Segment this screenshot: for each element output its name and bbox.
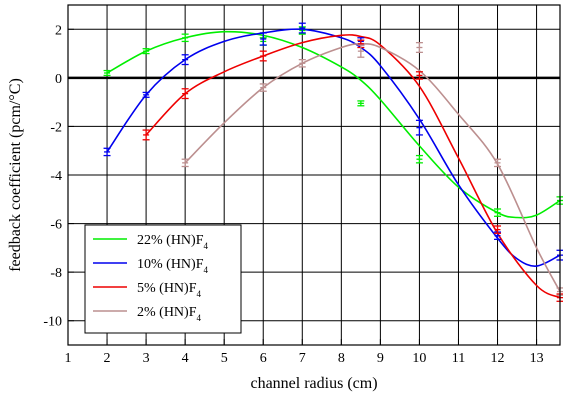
data-point-1 <box>103 147 111 157</box>
data-point-3 <box>357 44 365 58</box>
y-tick-label: -4 <box>50 169 62 184</box>
data-point-2 <box>494 225 502 234</box>
data-point-0 <box>357 100 365 107</box>
y-axis-label: feedback coefficient (pcm/°C) <box>7 78 24 272</box>
legend-label-0: 22% (HN)F4 <box>137 233 209 251</box>
y-tick-label: 0 <box>55 72 62 87</box>
data-point-3 <box>415 41 423 54</box>
series-curve-3 <box>184 43 561 292</box>
x-tick-label: 11 <box>452 351 465 366</box>
data-point-3 <box>259 83 267 92</box>
x-tick-label: 10 <box>412 351 426 366</box>
data-point-0 <box>103 69 111 77</box>
data-point-3 <box>494 158 502 168</box>
data-point-2 <box>415 71 423 80</box>
x-tick-label: 2 <box>104 351 111 366</box>
x-tick-label: 1 <box>65 351 72 366</box>
data-point-2 <box>142 129 150 141</box>
data-point-1 <box>142 91 150 98</box>
axis-ticks: 1 2 3 4 5 6 7 8 9 10 11 12 13-10-8-6-4-202 <box>43 23 543 366</box>
y-tick-label: -6 <box>50 218 62 233</box>
x-tick-label: 7 <box>299 351 306 366</box>
data-point-1 <box>181 54 189 66</box>
x-tick-label: 3 <box>143 351 150 366</box>
x-tick-label: 9 <box>377 351 384 366</box>
data-point-0 <box>494 208 502 217</box>
y-tick-label: -8 <box>50 266 62 281</box>
legend-label-2: 5% (HN)F4 <box>137 281 202 299</box>
data-point-3 <box>181 158 189 168</box>
x-tick-label: 8 <box>338 351 345 366</box>
x-tick-label: 12 <box>491 351 505 366</box>
x-tick-label: 5 <box>221 351 228 366</box>
x-tick-label: 13 <box>530 351 544 366</box>
y-tick-label: -10 <box>43 315 62 330</box>
data-point-2 <box>181 88 189 100</box>
data-point-1 <box>298 22 306 34</box>
data-point-0 <box>415 154 423 164</box>
x-tick-label: 6 <box>260 351 267 366</box>
data-point-1 <box>415 119 423 136</box>
legend-label-3: 2% (HN)F4 <box>137 305 202 323</box>
data-point-1 <box>259 32 267 46</box>
legend: 22% (HN)F4 10% (HN)F4 5% (HN)F4 2% (HN)F4 <box>84 224 242 334</box>
x-axis-label: channel radius (cm) <box>250 375 377 392</box>
data-point-3 <box>298 58 306 68</box>
x-tick-label: 4 <box>182 351 189 366</box>
data-point-0 <box>142 48 150 55</box>
y-tick-label: -2 <box>50 120 62 135</box>
legend-label-1: 10% (HN)F4 <box>137 257 209 275</box>
data-point-2 <box>259 50 267 62</box>
data-point-0 <box>181 33 189 43</box>
series-curve-0 <box>106 30 561 219</box>
y-tick-label: 2 <box>55 23 62 38</box>
legend-box <box>84 224 242 334</box>
